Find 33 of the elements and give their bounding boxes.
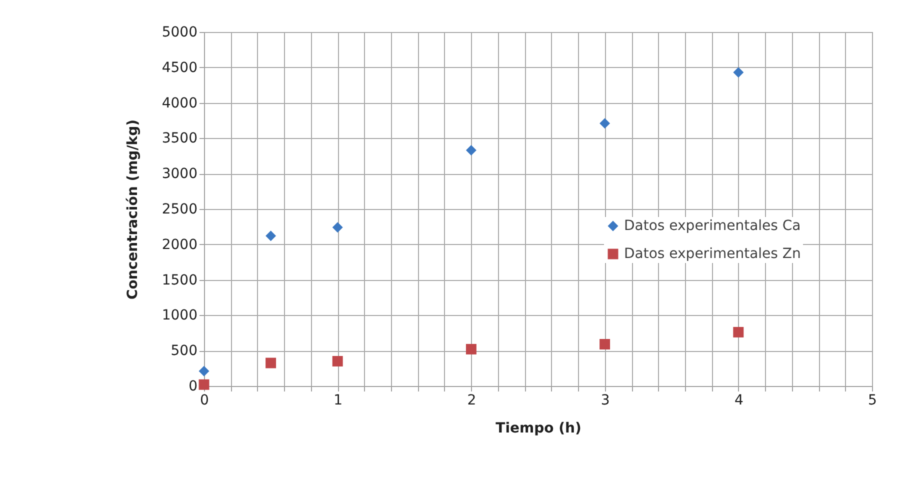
x-tick-label: 5 xyxy=(868,392,877,408)
x-axis-title: Tiempo (h) xyxy=(496,420,582,436)
point xyxy=(266,358,276,368)
point xyxy=(266,230,276,242)
y-tick-label: 3000 xyxy=(162,166,198,182)
x-tick-label: 2 xyxy=(467,392,476,408)
y-tick-label: 4000 xyxy=(162,95,198,112)
x-tick-label: 1 xyxy=(334,392,343,408)
x-tick-label: 4 xyxy=(734,392,744,408)
point xyxy=(198,379,210,390)
point xyxy=(466,144,476,156)
y-tick-label: 0 xyxy=(188,378,198,394)
y-tick-label: 3500 xyxy=(162,130,198,147)
x-tick-label: 3 xyxy=(600,392,610,408)
y-tick-label: 2500 xyxy=(162,202,198,218)
y-tick-label: 1500 xyxy=(162,272,198,288)
point xyxy=(332,222,343,233)
point xyxy=(332,356,343,366)
y-tick-label: 500 xyxy=(170,343,198,360)
point xyxy=(198,366,210,376)
point xyxy=(733,326,744,338)
point xyxy=(600,338,610,350)
y-tick-label: 2000 xyxy=(162,236,198,253)
x-tick-label: 0 xyxy=(200,392,209,408)
legend-label: Datos experimentales Zn xyxy=(624,246,801,262)
y-tick-label: 1000 xyxy=(162,308,198,324)
point xyxy=(733,67,744,78)
y-axis-title: Concentración (mg/kg) xyxy=(124,119,141,300)
legend-label: Datos experimentales Ca xyxy=(624,218,801,234)
y-tick-label: 4500 xyxy=(162,60,198,76)
y-tick-label: 5000 xyxy=(162,24,198,40)
point xyxy=(600,118,610,129)
point xyxy=(466,344,476,354)
